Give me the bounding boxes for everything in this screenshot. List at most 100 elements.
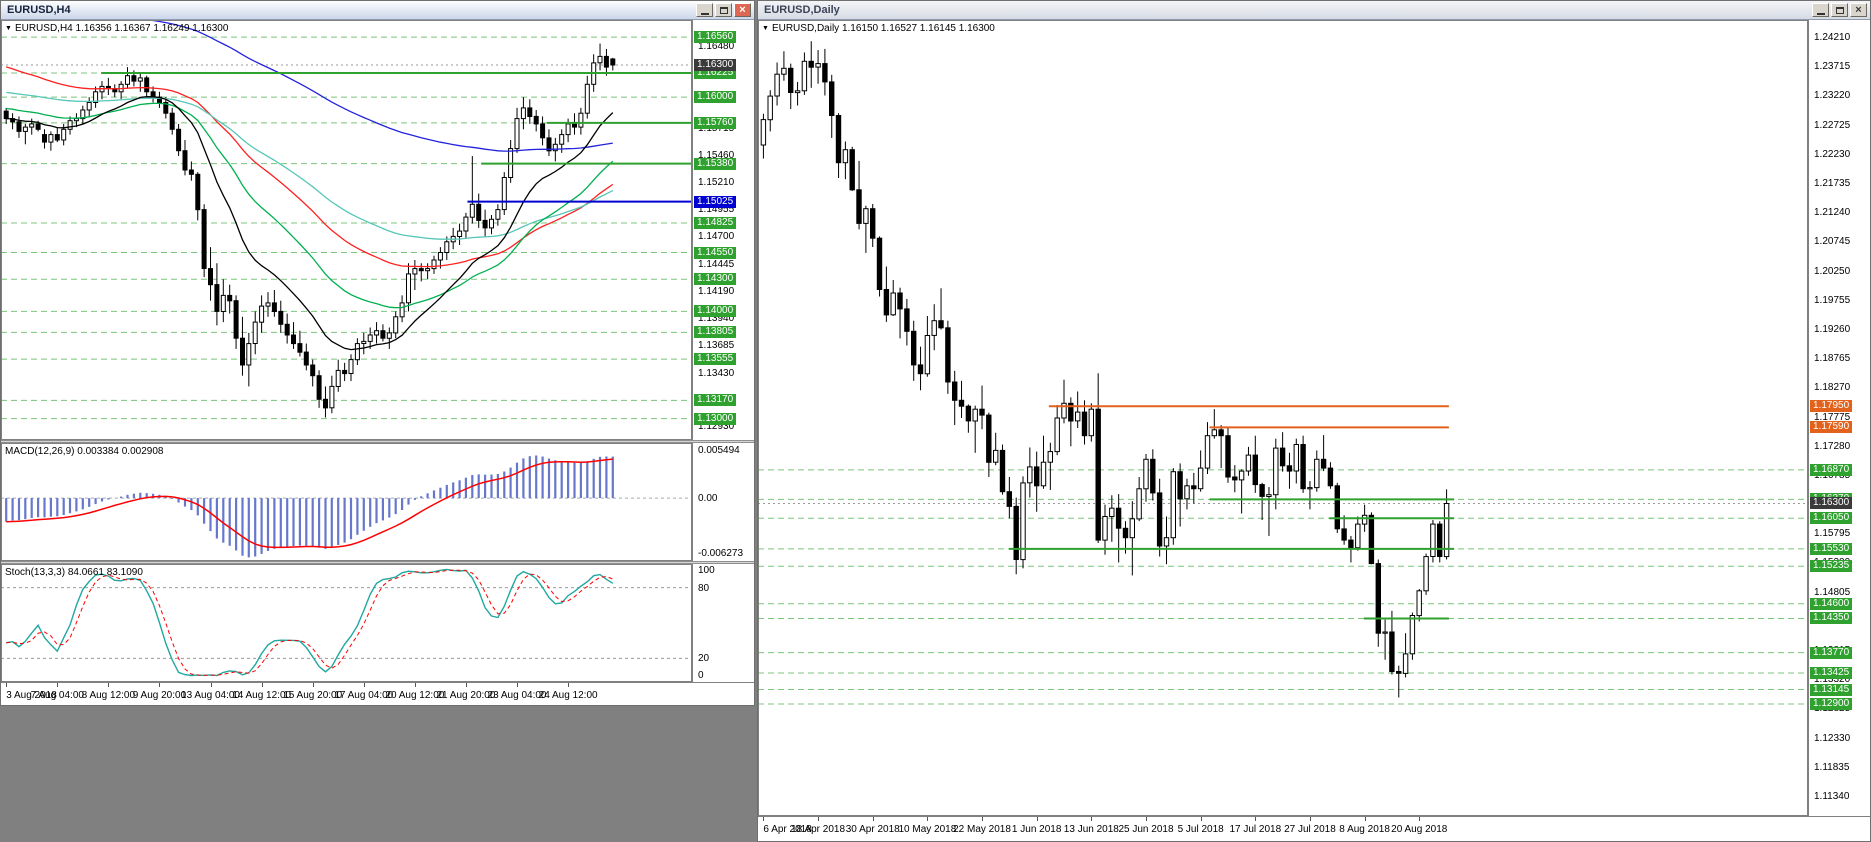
- candlestick-chart[interactable]: [1, 20, 692, 440]
- time-label: 27 Jul 2018: [1284, 824, 1336, 835]
- level-price-badge: 1.15530: [1810, 542, 1853, 555]
- window-titlebar[interactable]: EURUSD,Daily ×: [758, 1, 1870, 20]
- time-scale[interactable]: 3 Aug 2018 7 Aug 04:00 8 Aug 12:00 9 Aug 20…: [1, 682, 754, 705]
- price-label: 1.19260: [1814, 323, 1851, 335]
- time-label: 20 Aug 12:00: [385, 690, 445, 701]
- candlestick-chart[interactable]: [758, 20, 1808, 816]
- macd-chart[interactable]: [1, 443, 692, 561]
- time-tick: [465, 683, 467, 687]
- price-label: 1.12330: [1814, 732, 1851, 744]
- pane-splitter[interactable]: [1, 440, 754, 443]
- stochastic-scale[interactable]: 100 80 20 0: [692, 564, 754, 682]
- level-lines-solid: [101, 72, 692, 203]
- price-label: 1.18270: [1814, 382, 1851, 394]
- time-label: 21 Aug 20:00: [436, 690, 496, 701]
- time-tick: [1364, 817, 1366, 821]
- time-tick: [927, 817, 929, 821]
- time-scale[interactable]: 6 Apr 2018 18 Apr 2018 30 Apr 2018 10 May 2…: [758, 816, 1870, 841]
- price-label: 1.23715: [1814, 61, 1851, 73]
- time-label: 17 Aug 04:00: [334, 690, 394, 701]
- time-label: 6 Apr 2018: [763, 824, 812, 835]
- bid-price-badge: 1.16300: [694, 59, 737, 71]
- level-price-badge: 1.13170: [694, 394, 737, 407]
- macd-scale[interactable]: 0.005494 0.00 -0.006273: [692, 443, 754, 561]
- stochastic-label: Stoch(13,3,3) 84.0661 83.1090: [5, 567, 143, 578]
- price-chart-pane[interactable]: ▼ EURUSD,H4 1.16356 1.16367 1.16249 1.163…: [1, 20, 754, 440]
- stoch-scale-label: 100: [698, 565, 715, 576]
- level-price-badge: 1.14000: [694, 305, 737, 318]
- time-tick: [982, 817, 984, 821]
- time-tick: [1036, 817, 1038, 821]
- time-tick: [57, 683, 59, 687]
- time-label: 13 Aug 04:00: [181, 690, 240, 701]
- price-label: 1.24210: [1814, 32, 1851, 44]
- restore-icon: [719, 6, 728, 14]
- restore-button[interactable]: [1831, 3, 1848, 17]
- time-label: 10 May 2018: [898, 824, 957, 835]
- price-scale[interactable]: 1.24210 1.23715 1.23220 1.22725 1.22230 1.217…: [1808, 20, 1870, 816]
- time-label: 1 Jun 2018: [1011, 824, 1062, 835]
- level-price-badge: 1.13000: [694, 412, 737, 425]
- pane-splitter[interactable]: [1, 561, 754, 564]
- price-chart-pane[interactable]: ▼ EURUSD,Daily 1.16150 1.16527 1.16145 1.…: [758, 20, 1870, 816]
- bid-price-badge: 1.16300: [1810, 497, 1853, 510]
- chart-window-eurusd-daily[interactable]: EURUSD,Daily × ▼ EURUSD,Daily 1.16150 1.1…: [757, 0, 1871, 842]
- time-tick: [1309, 817, 1311, 821]
- macd-scale-label: 0.005494: [698, 445, 740, 456]
- price-label: 1.14190: [698, 286, 735, 298]
- time-tick: [872, 817, 874, 821]
- stochastic-pane[interactable]: Stoch(13,3,3) 84.0661 83.1090 100 80 20 0: [1, 564, 754, 682]
- level-price-badge: 1.13805: [694, 326, 737, 339]
- time-label: 22 May 2018: [953, 824, 1011, 835]
- time-tick: [1200, 817, 1202, 821]
- level-price-badge: 1.13145: [1810, 683, 1853, 696]
- time-tick: [1419, 817, 1421, 821]
- price-label: 1.23220: [1814, 90, 1851, 102]
- time-tick: [210, 683, 212, 687]
- chart-window-eurusd-h4[interactable]: EURUSD,H4 × ▼ EURUSD,H4 1.16356 1.16367 1…: [0, 0, 755, 706]
- chart-body[interactable]: ▼ EURUSD,Daily 1.16150 1.16527 1.16145 1.…: [758, 20, 1870, 841]
- macd-signal-line: [6, 458, 613, 549]
- stochastic-chart[interactable]: [1, 564, 692, 682]
- time-tick: [1091, 817, 1093, 821]
- price-label: 1.14445: [698, 258, 735, 270]
- level-price-badge: 1.15235: [1810, 560, 1853, 573]
- macd-pane[interactable]: MACD(12,26,9) 0.003384 0.002908 0.005494…: [1, 443, 754, 561]
- time-tick: [6, 683, 8, 687]
- time-label: 23 Aug 04:00: [487, 690, 547, 701]
- price-label: 1.13685: [698, 340, 735, 352]
- window-controls: ×: [696, 3, 752, 17]
- close-button[interactable]: ×: [734, 3, 751, 17]
- price-scale[interactable]: 1.164801.162251.159701.157151.154601.152…: [692, 20, 754, 440]
- stoch-scale-label: 0: [698, 670, 704, 681]
- price-label: 1.12930: [698, 421, 735, 433]
- price-label: 1.14700: [698, 231, 735, 243]
- time-label: 5 Jul 2018: [1177, 824, 1224, 835]
- time-tick: [312, 683, 314, 687]
- level-price-badge: 1.15760: [694, 116, 737, 129]
- time-label: 17 Jul 2018: [1229, 824, 1282, 835]
- restore-button[interactable]: [715, 3, 732, 17]
- close-button[interactable]: ×: [1850, 3, 1867, 17]
- close-icon: ×: [1855, 4, 1862, 16]
- minimize-button[interactable]: [1812, 3, 1829, 17]
- stoch-main-line: [6, 568, 614, 677]
- level-price-badge: 1.16050: [1810, 512, 1853, 525]
- stoch-scale-label: 80: [698, 582, 710, 594]
- level-price-badge: 1.16000: [694, 91, 737, 104]
- time-tick: [108, 683, 110, 687]
- quote-line: ▼ EURUSD,Daily 1.16150 1.16527 1.16145 1.…: [762, 23, 995, 34]
- chart-body[interactable]: ▼ EURUSD,H4 1.16356 1.16367 1.16249 1.163…: [1, 20, 754, 705]
- price-label: 1.15460: [698, 150, 735, 161]
- price-label: 1.15210: [698, 176, 735, 188]
- time-label: 25 Jun 2018: [1118, 824, 1174, 835]
- minimize-button[interactable]: [696, 3, 713, 17]
- stoch-scale-label: 20: [698, 653, 710, 665]
- price-label: 1.13430: [698, 367, 735, 379]
- level-price-badge: 1.17950: [1810, 400, 1853, 413]
- window-titlebar[interactable]: EURUSD,H4 ×: [1, 1, 754, 20]
- level-price-badge: 1.16560: [694, 31, 737, 44]
- time-label: 14 Aug 12:00: [232, 690, 292, 701]
- time-tick: [1255, 817, 1257, 821]
- level-price-badge: 1.13770: [1810, 646, 1853, 659]
